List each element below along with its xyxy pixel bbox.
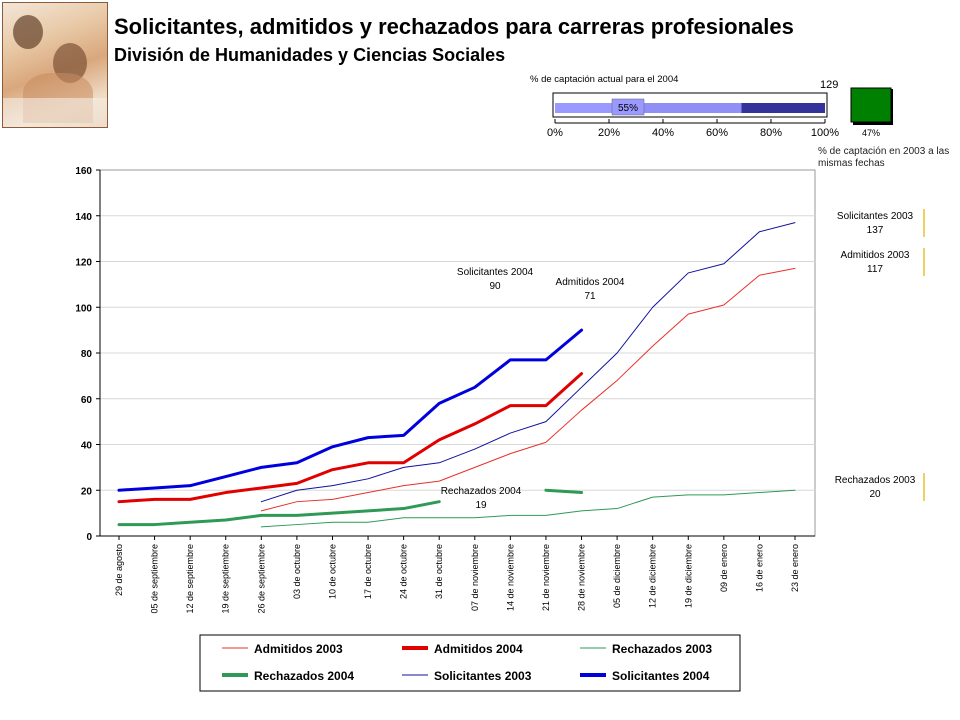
side-label: Rechazados 2003 — [835, 475, 916, 486]
gauge-fill — [555, 103, 637, 113]
side-value: 137 — [867, 225, 884, 236]
x-tick-label: 12 de diciembre — [648, 544, 658, 608]
series-line — [544, 488, 584, 495]
gauge-tick-label: 40% — [652, 127, 674, 139]
y-tick-label: 40 — [81, 441, 93, 452]
x-tick-label: 19 de septiembre — [221, 544, 231, 614]
x-tick-label: 05 de septiembre — [150, 544, 160, 614]
side-label: Solicitantes 2003 — [837, 211, 914, 222]
legend-label: Admitidos 2003 — [254, 642, 343, 656]
gauge-title: % de captación actual para el 2004 — [530, 74, 679, 85]
y-tick-label: 140 — [75, 212, 92, 223]
x-tick-label: 19 de diciembre — [683, 544, 693, 608]
x-tick-label: 28 de noviembre — [577, 544, 587, 611]
gauge-tick-label: 60% — [706, 127, 728, 139]
series-line — [117, 372, 584, 504]
side-value: 20 — [869, 489, 881, 500]
x-tick-label: 21 de noviembre — [541, 544, 551, 611]
students-photo — [2, 2, 108, 128]
y-tick-label: 160 — [75, 166, 92, 177]
gauge-value-box — [611, 98, 645, 116]
y-tick-label: 0 — [86, 532, 92, 543]
gauge-2003-box — [850, 87, 892, 123]
page-title: Solicitantes, admitidos y rechazados par… — [114, 14, 794, 39]
x-tick-label: 09 de enero — [719, 544, 729, 592]
x-tick-label: 05 de diciembre — [612, 544, 622, 608]
x-tick-label: 07 de noviembre — [470, 544, 480, 611]
x-tick-label: 17 de octubre — [363, 544, 373, 599]
x-tick-label: 14 de noviembre — [505, 544, 515, 611]
side-value: 117 — [867, 264, 883, 275]
series-line — [117, 328, 584, 492]
x-tick-label: 31 de octubre — [434, 544, 444, 599]
page-subtitle: División de Humanidades y Ciencias Socia… — [114, 45, 506, 65]
gauge-tick-label: 100% — [811, 127, 839, 139]
y-tick-label: 80 — [81, 349, 93, 360]
legend-label: Solicitantes 2004 — [612, 669, 710, 683]
legend-label: Solicitantes 2003 — [434, 669, 532, 683]
gauge-fill — [636, 103, 742, 113]
annotation-value: 90 — [489, 281, 501, 292]
series-line — [260, 489, 796, 528]
legend-label: Rechazados 2004 — [254, 669, 354, 683]
side-label: Admitidos 2003 — [841, 250, 910, 261]
x-tick-label: 23 de enero — [790, 544, 800, 592]
gauge-value-label: 55% — [618, 103, 638, 114]
x-tick-label: 03 de octubre — [292, 544, 302, 599]
photo-figure — [3, 98, 107, 127]
y-tick-label: 20 — [81, 486, 93, 497]
legend — [199, 634, 741, 692]
gauge-2003-label: 47% — [862, 128, 881, 138]
annotation-label: Rechazados 2004 — [441, 486, 522, 497]
x-tick-label: 26 de septiembre — [256, 544, 266, 614]
legend-label: Rechazados 2003 — [612, 642, 712, 656]
x-tick-label: 29 de agosto — [114, 544, 124, 596]
gauge-note: % de captación en 2003 a las mismas fech… — [818, 146, 950, 169]
y-tick-label: 60 — [81, 395, 93, 406]
x-tick-label: 24 de octubre — [399, 544, 409, 599]
x-tick-label: 10 de octubre — [327, 544, 337, 599]
gauge-tick-label: 80% — [760, 127, 782, 139]
annotation-value: 71 — [584, 291, 596, 302]
annotation-value: 19 — [475, 500, 487, 511]
series-line — [117, 500, 441, 527]
x-tick-label: 16 de enero — [754, 544, 764, 592]
y-tick-label: 100 — [75, 303, 92, 314]
gauge-count-label: 129 — [820, 79, 839, 91]
gauge-tick-label: 20% — [598, 127, 620, 139]
y-tick-label: 120 — [75, 258, 92, 269]
annotation-label: Solicitantes 2004 — [457, 267, 534, 278]
x-tick-label: 12 de septiembre — [185, 544, 195, 614]
series-line — [260, 222, 796, 503]
legend-label: Admitidos 2004 — [434, 642, 523, 656]
gauge-tick-label: 0% — [547, 127, 563, 139]
annotation-label: Admitidos 2004 — [556, 277, 625, 288]
series-line — [260, 267, 796, 512]
photo-figure — [13, 15, 43, 49]
